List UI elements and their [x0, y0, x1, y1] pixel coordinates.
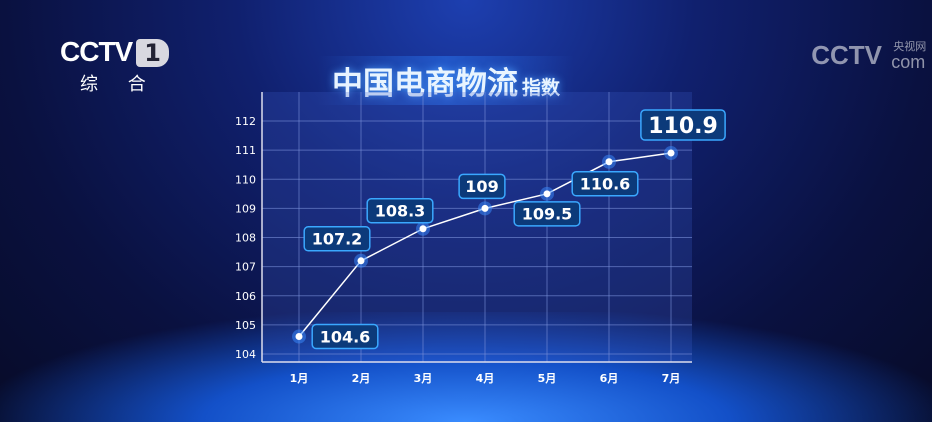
data-label: 110.9	[648, 114, 718, 139]
y-tick-label: 112	[235, 115, 256, 128]
x-tick-label: 3月	[414, 372, 433, 385]
data-label-box	[303, 226, 371, 252]
data-label: 109.5	[522, 205, 573, 224]
data-label-box	[366, 198, 434, 224]
data-point	[605, 158, 613, 166]
data-label-box	[458, 173, 506, 200]
watermark-site: 央视网	[893, 41, 927, 53]
y-tick-label: 106	[235, 290, 256, 303]
y-tick-label: 107	[235, 261, 256, 274]
data-label-box	[571, 171, 639, 197]
data-label: 104.6	[320, 327, 371, 346]
x-tick-label: 5月	[538, 372, 557, 385]
watermark-logo: CCTV	[811, 40, 882, 70]
channel-name: 综 合	[80, 74, 158, 95]
y-tick-label: 110	[235, 173, 256, 186]
cctv1-logo: CCTV 1 综 合	[60, 36, 169, 96]
data-label-box	[311, 323, 379, 350]
y-tick-label: 105	[235, 319, 256, 332]
y-tick-label: 108	[235, 232, 256, 245]
channel-number: 1	[136, 39, 169, 67]
data-label-box	[640, 109, 726, 141]
y-tick-label: 104	[235, 348, 256, 361]
y-tick-label: 111	[235, 144, 256, 157]
data-point	[667, 149, 675, 157]
data-point	[357, 257, 365, 265]
data-label: 109	[465, 177, 498, 196]
channel-logo-text: CCTV	[60, 36, 133, 67]
stage-floor-glow	[0, 312, 932, 422]
data-label: 108.3	[375, 202, 426, 221]
data-point	[295, 333, 303, 341]
data-point	[481, 204, 489, 212]
data-label: 107.2	[312, 230, 363, 249]
data-point	[543, 190, 551, 198]
x-tick-label: 7月	[662, 372, 681, 385]
data-label-box	[513, 201, 581, 227]
cctv-com-watermark: CCTV 央视网 com	[811, 40, 926, 72]
chart-title-main: 中国电商物流	[332, 66, 518, 102]
y-tick-label: 109	[235, 202, 256, 215]
x-tick-label: 6月	[600, 372, 619, 385]
x-tick-label: 1月	[290, 372, 309, 385]
watermark-domain: com	[891, 52, 926, 72]
data-label: 110.6	[580, 175, 631, 194]
chart-title-suffix: 指数	[522, 77, 561, 99]
chart-title: 中国电商物流 指数	[318, 56, 575, 105]
x-tick-label: 2月	[352, 372, 371, 385]
x-tick-label: 4月	[476, 372, 495, 385]
data-point	[419, 225, 427, 233]
